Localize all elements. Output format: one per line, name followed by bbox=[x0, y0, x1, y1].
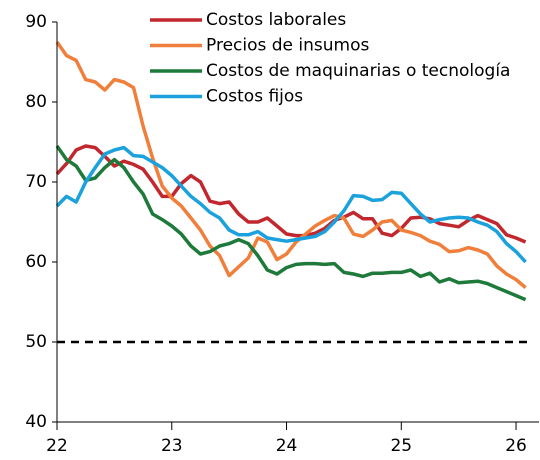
series-line bbox=[55, 144, 527, 244]
series-line bbox=[55, 40, 527, 289]
y-tick-label: 60 bbox=[25, 252, 47, 272]
y-tick-label: 70 bbox=[25, 172, 47, 192]
series-line bbox=[55, 144, 527, 302]
x-tick-label: 26 bbox=[505, 436, 527, 456]
x-tick-label: 23 bbox=[161, 436, 183, 456]
y-tick-label: 40 bbox=[25, 412, 47, 432]
legend-label: Costos de maquinarias o tecnología bbox=[206, 61, 510, 81]
x-tick-label: 22 bbox=[46, 436, 68, 456]
y-tick-label: 80 bbox=[25, 92, 47, 112]
y-tick-label: 90 bbox=[25, 12, 47, 32]
x-tick-label: 25 bbox=[390, 436, 412, 456]
y-tick-label: 50 bbox=[25, 332, 47, 352]
legend-label: Costos laborales bbox=[206, 10, 346, 30]
x-tick-label: 24 bbox=[276, 436, 298, 456]
legend-label: Costos fijos bbox=[206, 87, 303, 107]
series-line bbox=[55, 145, 527, 264]
legend-label: Precios de insumos bbox=[206, 36, 370, 56]
